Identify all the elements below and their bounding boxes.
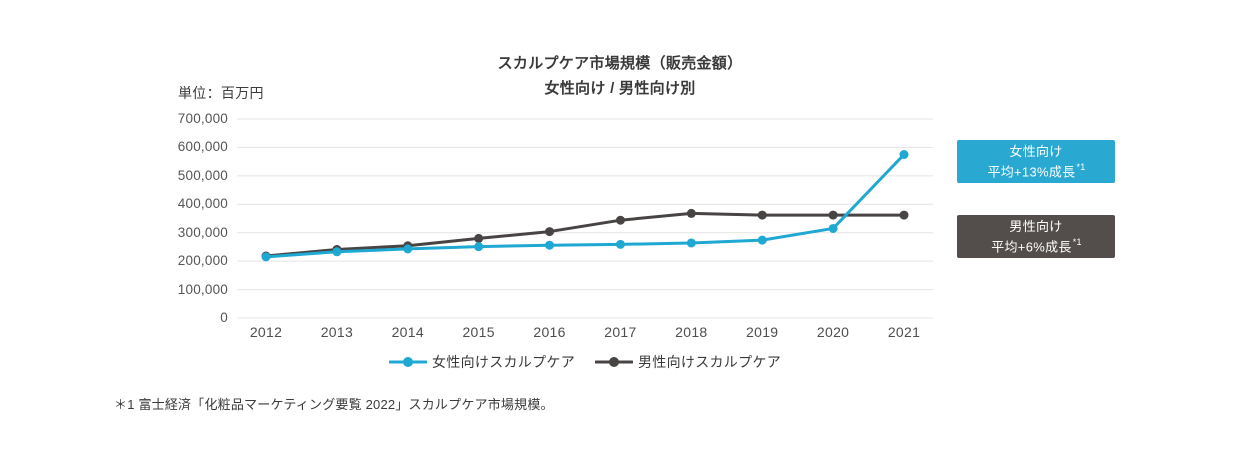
chart-legend: 女性向けスカルプケア 男性向けスカルプケア — [237, 352, 933, 372]
y-axis-labels: 700,000 600,000 500,000 400,000 300,000 200,0… — [110, 0, 228, 473]
data-point — [332, 247, 342, 257]
x-tick-label: 2016 — [533, 324, 566, 340]
data-point — [615, 239, 625, 249]
legend-label-female: 女性向けスカルプケア — [432, 354, 575, 370]
x-tick-label: 2018 — [675, 324, 708, 340]
y-tick-label: 600,000 — [177, 139, 228, 155]
legend-item-male: 男性向けスカルプケア — [595, 352, 781, 372]
data-point — [828, 210, 838, 220]
x-tick-label: 2020 — [816, 324, 850, 340]
data-point — [686, 238, 696, 248]
x-tick-label: 2014 — [391, 324, 424, 340]
x-tick-label: 2013 — [320, 324, 354, 340]
data-point — [828, 223, 838, 233]
female-growth-badge: 女性向け 平均+13%成長*1 — [957, 140, 1115, 183]
legend-item-female: 女性向けスカルプケア — [389, 352, 575, 372]
y-tick-label: 100,000 — [177, 281, 228, 297]
footnote-ref: *1 — [1076, 161, 1086, 172]
data-point — [474, 242, 484, 252]
female-growth-line1: 女性向け — [1009, 143, 1063, 159]
chart-title-line2: 女性向け / 男性向け別 — [544, 80, 696, 97]
y-tick-label: 500,000 — [177, 167, 228, 183]
chart-title: スカルプケア市場規模（販売金額） 女性向け / 男性向け別 — [0, 51, 1240, 101]
data-point — [899, 150, 909, 160]
data-point — [757, 210, 767, 220]
chart-title-line1: スカルプケア市場規模（販売金額） — [497, 55, 743, 72]
series-line-0 — [264, 153, 906, 259]
x-tick-label: 2019 — [746, 324, 779, 340]
legend-label-male: 男性向けスカルプケア — [638, 354, 781, 370]
x-tick-label: 2012 — [249, 324, 283, 340]
x-tick-label: 2021 — [887, 324, 921, 340]
data-point — [545, 227, 555, 237]
line-marker-icon — [389, 357, 427, 367]
line-marker-icon — [595, 357, 633, 367]
data-point — [261, 252, 271, 262]
footnote: ＊1 富士経済「化粧品マーケティング要覧 2022」スカルプケア市場規模。 — [114, 397, 554, 412]
footnote-ref: *1 — [1072, 236, 1082, 247]
data-point — [615, 215, 625, 225]
data-point — [757, 235, 767, 245]
female-growth-line2: 平均+13%成長*1 — [987, 161, 1086, 180]
y-tick-label: 0 — [220, 310, 228, 325]
y-tick-label: 200,000 — [177, 253, 228, 269]
male-growth-line2: 平均+6%成長*1 — [991, 236, 1082, 255]
data-point — [545, 240, 555, 250]
male-growth-badge: 男性向け 平均+6%成長*1 — [957, 215, 1115, 258]
data-point — [686, 208, 696, 218]
x-tick-label: 2017 — [604, 324, 637, 340]
unit-label: 単位：百万円 — [178, 85, 264, 101]
y-tick-label: 400,000 — [177, 196, 228, 212]
male-growth-line1: 男性向け — [1009, 218, 1063, 234]
y-tick-label: 300,000 — [177, 224, 228, 240]
data-point — [899, 210, 909, 220]
x-tick-label: 2015 — [462, 324, 495, 340]
data-point — [403, 244, 413, 254]
y-tick-label: 700,000 — [177, 111, 228, 126]
series-line-1 — [264, 211, 906, 258]
data-point — [474, 233, 484, 243]
